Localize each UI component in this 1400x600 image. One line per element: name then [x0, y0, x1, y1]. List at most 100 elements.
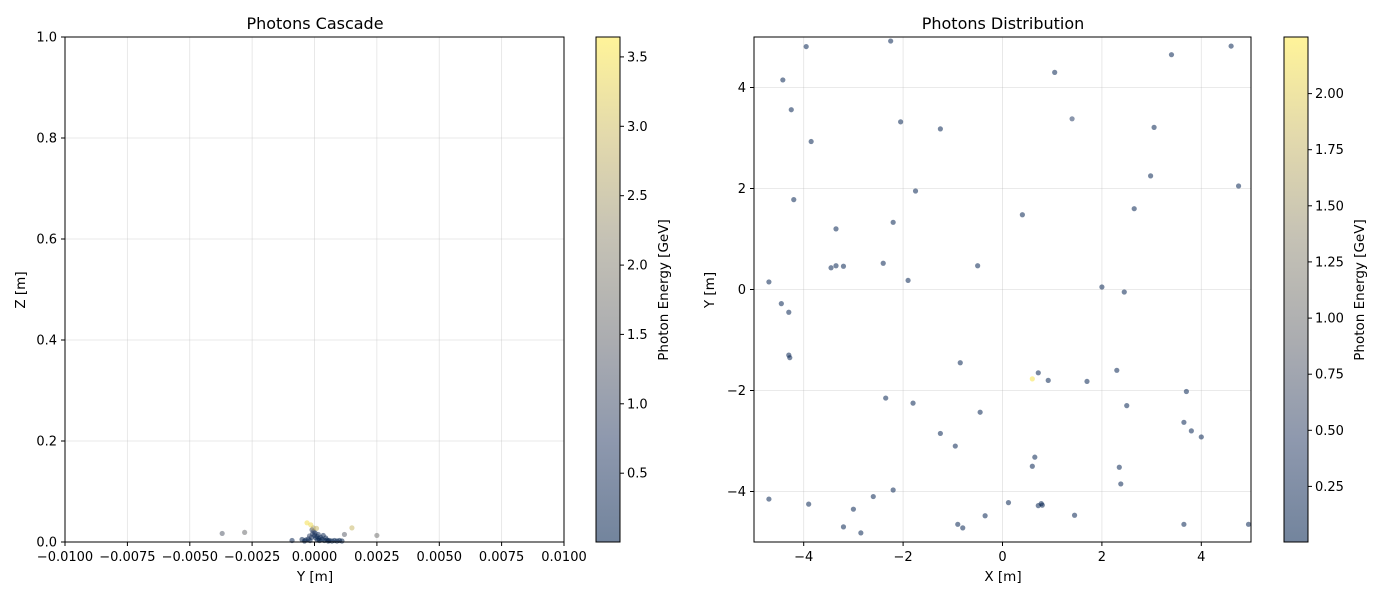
- scatter-point: [1099, 284, 1105, 290]
- x-tick-label: 0.0000: [292, 550, 338, 565]
- x-tick: 2: [1098, 542, 1106, 565]
- scatter-point: [955, 521, 961, 527]
- scatter-point: [803, 43, 809, 50]
- y-tick: 1.0: [36, 31, 65, 46]
- scatter-point: [1069, 116, 1075, 122]
- scatter-point: [890, 219, 896, 225]
- x-tick: 0.0000: [292, 542, 338, 565]
- scatter-point: [787, 355, 793, 361]
- distribution-points: [766, 38, 1252, 536]
- y-tick-label: −4: [727, 485, 746, 500]
- scatter-point: [1198, 434, 1204, 440]
- x-tick-label: 2: [1098, 550, 1106, 565]
- x-tick: 0.0025: [354, 542, 400, 565]
- scatter-point: [1151, 124, 1157, 130]
- y-tick-label: 0.6: [36, 233, 57, 248]
- x-tick-label: 0.0100: [541, 550, 587, 565]
- distribution-colorbar: 0.25 0.50 0.75 1.00 1.25 1.50 1.75 2.00 …: [1283, 36, 1368, 543]
- scatter-point: [883, 395, 889, 401]
- scatter-point: [828, 265, 834, 271]
- scatter-point: [242, 529, 248, 536]
- scatter-point: [1038, 501, 1044, 507]
- colorbar-tick: 0.5: [620, 467, 648, 482]
- y-tick: 4: [738, 81, 754, 96]
- colorbar-tick: 2.00: [1308, 87, 1344, 102]
- scatter-point: [780, 77, 786, 83]
- cascade-x-axis-label: Y [m]: [296, 569, 333, 585]
- x-tick: −0.0100: [37, 542, 93, 565]
- scatter-point: [1188, 428, 1194, 434]
- scatter-point: [306, 533, 313, 539]
- colorbar-tick: 1.50: [1308, 199, 1344, 214]
- y-tick-label: 0.0: [36, 536, 57, 551]
- scatter-point: [806, 501, 812, 507]
- colorbar-tick-label: 1.5: [627, 328, 648, 343]
- scatter-point: [888, 38, 894, 44]
- scatter-point: [1019, 212, 1025, 218]
- x-tick-label: −4: [794, 550, 813, 565]
- cascade-points: [219, 520, 380, 544]
- x-tick-label: −0.0050: [162, 550, 218, 565]
- scatter-point: [299, 536, 305, 543]
- y-tick-label: 1.0: [36, 31, 57, 46]
- colorbar-tick-label: 0.75: [1315, 368, 1344, 383]
- colorbar-tick-label: 1.50: [1315, 199, 1344, 214]
- scatter-point: [937, 430, 943, 437]
- x-tick: 0.0050: [417, 542, 462, 565]
- scatter-point: [304, 520, 310, 526]
- colorbar-tick: 1.00: [1308, 312, 1344, 327]
- scatter-point: [975, 263, 981, 269]
- x-tick-label: −0.0025: [224, 550, 280, 565]
- y-tick: 0.8: [36, 132, 65, 147]
- y-tick: −2: [727, 384, 754, 399]
- colorbar-tick-label: 0.50: [1315, 424, 1344, 439]
- colorbar-tick-label: 1.00: [1315, 312, 1344, 327]
- scatter-point: [858, 530, 864, 536]
- colorbar-tick: 3.5: [620, 50, 648, 65]
- x-tick-label: −0.0075: [99, 550, 155, 565]
- scatter-point: [1181, 521, 1187, 527]
- x-tick: −2: [894, 542, 913, 565]
- scatter-point: [1131, 206, 1137, 212]
- distribution-colorbar-label: Photon Energy [GeV]: [1352, 219, 1368, 360]
- scatter-point: [1035, 370, 1041, 376]
- scatter-point: [833, 226, 839, 232]
- scatter-point: [1005, 500, 1012, 506]
- distribution-x-axis-label: X [m]: [984, 569, 1021, 585]
- scatter-point: [1183, 388, 1189, 395]
- colorbar-tick: 1.75: [1308, 143, 1344, 158]
- cascade-y-ticks: 0.0 0.2 0.4 0.6 0.8 1.0: [36, 31, 65, 551]
- x-tick-label: −0.0100: [37, 550, 93, 565]
- distribution-y-axis-label: Y [m]: [702, 272, 718, 309]
- colorbar-tick-label: 3.5: [627, 50, 648, 65]
- scatter-point: [786, 309, 792, 315]
- scatter-point: [1084, 378, 1090, 385]
- x-tick: 0.0075: [479, 542, 524, 565]
- scatter-point: [315, 531, 321, 538]
- x-tick: −4: [794, 542, 813, 565]
- scatter-point: [791, 197, 797, 203]
- scatter-point: [982, 513, 988, 519]
- x-tick: −0.0075: [99, 542, 156, 565]
- distribution-colorbar-gradient: [1284, 37, 1308, 542]
- colorbar-tick-label: 1.0: [627, 397, 648, 412]
- scatter-point: [890, 487, 896, 493]
- scatter-point: [1045, 377, 1051, 383]
- scatter-point: [313, 525, 320, 531]
- scatter-point: [1052, 69, 1058, 75]
- scatter-point: [957, 360, 963, 366]
- scatter-point: [977, 409, 983, 415]
- cascade-title: Photons Cascade: [246, 14, 383, 33]
- colorbar-tick-label: 2.5: [627, 189, 648, 204]
- scatter-point: [937, 126, 943, 132]
- scatter-point: [766, 279, 772, 285]
- x-tick: 0: [998, 542, 1007, 565]
- x-tick-label: 0: [998, 550, 1006, 565]
- colorbar-tick: 0.75: [1308, 368, 1344, 383]
- colorbar-tick-label: 2.00: [1315, 87, 1344, 102]
- x-tick-label: 0.0025: [354, 550, 400, 565]
- colorbar-tick: 0.50: [1308, 424, 1344, 439]
- scatter-point: [1168, 52, 1175, 58]
- colorbar-tick: 2.0: [620, 259, 648, 274]
